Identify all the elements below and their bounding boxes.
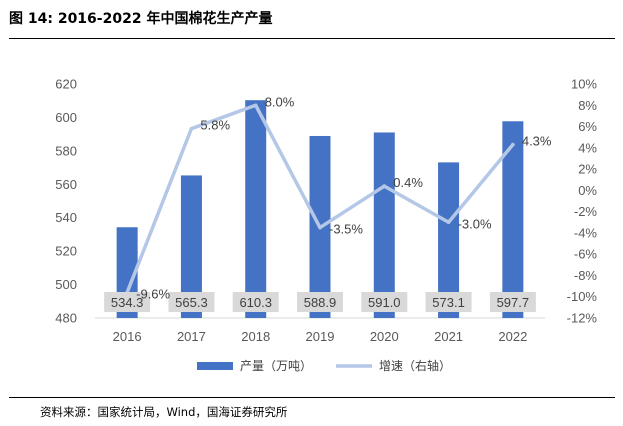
bar-value-label: 565.3 bbox=[175, 295, 208, 310]
growth-value-label: -3.0% bbox=[458, 216, 492, 231]
line-labels: -9.6% 5.8% 8.0% -3.5% 0.4% -3.0% 4.3% bbox=[136, 94, 552, 301]
y-right-axis: -12% -10% -8% -6% -4% -2% 0% 2% 4% 6% 8% 10% bbox=[567, 77, 598, 326]
growth-value-label: -9.6% bbox=[136, 286, 170, 301]
y-left-tick-label: 560 bbox=[55, 177, 77, 192]
bar-2021 bbox=[438, 162, 460, 318]
y-right-tick-label: -12% bbox=[567, 311, 598, 326]
y-right-tick-label: -10% bbox=[567, 289, 598, 304]
y-right-tick-label: -8% bbox=[574, 268, 598, 283]
growth-point-2022 bbox=[511, 142, 515, 147]
figure-title: 图 14: 2016-2022 年中国棉花生产产量 bbox=[9, 11, 273, 27]
growth-point-2017 bbox=[189, 126, 194, 131]
bar-label-box bbox=[489, 292, 536, 312]
y-right-tick-label: -4% bbox=[574, 225, 598, 240]
bar-label-box bbox=[425, 292, 472, 312]
x-tick-label: 2018 bbox=[241, 329, 270, 344]
bar-label-box bbox=[232, 292, 279, 312]
bar-2018 bbox=[245, 100, 267, 318]
growth-point-2020 bbox=[382, 184, 387, 188]
y-right-tick-label: 2% bbox=[578, 162, 597, 177]
y-left-tick-label: 540 bbox=[55, 210, 77, 225]
y-right-tick-label: 6% bbox=[578, 119, 597, 134]
bar-label-box bbox=[297, 292, 343, 312]
bar-value-label: 610.3 bbox=[239, 295, 272, 310]
growth-value-label: -3.5% bbox=[329, 222, 363, 237]
growth-point-2019 bbox=[318, 225, 322, 230]
bar-label-box bbox=[104, 292, 151, 312]
y-right-tick-label: -2% bbox=[574, 204, 598, 219]
growth-value-label: 5.8% bbox=[200, 118, 230, 133]
x-tick-label: 2019 bbox=[306, 329, 335, 344]
legend-swatch-bar bbox=[197, 362, 233, 370]
bar-2017 bbox=[180, 175, 202, 318]
y-right-tick-label: 4% bbox=[578, 140, 597, 155]
y-left-tick-label: 520 bbox=[55, 244, 77, 259]
growth-value-label: 8.0% bbox=[265, 94, 295, 109]
bar-label-box bbox=[168, 292, 215, 312]
growth-point-2021 bbox=[446, 220, 451, 225]
source-note: 资料来源：国家统计局，Wind，国海证券研究所 bbox=[40, 405, 288, 419]
bar-value-label: 534.3 bbox=[111, 295, 144, 310]
bar-value-label: 588.9 bbox=[304, 295, 337, 310]
growth-value-label: 4.3% bbox=[522, 134, 552, 149]
bar-value-label: 597.7 bbox=[497, 295, 530, 310]
bar-value-label: 573.1 bbox=[432, 295, 465, 310]
bar-series bbox=[116, 100, 524, 318]
bar-labels: 534.3 565.3 610.3 588.9 591.0 573.1 597.7 bbox=[104, 292, 536, 312]
x-tick-label: 2021 bbox=[434, 329, 463, 344]
y-right-tick-label: 8% bbox=[578, 98, 597, 113]
y-left-tick-label: 580 bbox=[55, 143, 77, 158]
bar-2022 bbox=[502, 121, 524, 318]
x-tick-label: 2020 bbox=[370, 329, 399, 344]
y-left-tick-label: 620 bbox=[55, 77, 77, 92]
y-right-tick-label: 10% bbox=[571, 77, 597, 92]
y-left-tick-label: 480 bbox=[55, 311, 77, 326]
growth-value-label: 0.4% bbox=[393, 175, 423, 190]
title-rule bbox=[9, 38, 615, 39]
legend-label-line: 增速（右轴） bbox=[379, 358, 451, 373]
y-left-axis: 480 500 520 540 560 580 600 620 bbox=[55, 77, 77, 326]
x-tick-label: 2022 bbox=[498, 329, 527, 344]
y-left-tick-label: 600 bbox=[55, 110, 77, 125]
y-right-tick-label: -6% bbox=[574, 247, 598, 262]
legend-label-bar: 产量（万吨） bbox=[240, 359, 312, 373]
x-tick-label: 2017 bbox=[177, 329, 206, 344]
x-tick-label: 2016 bbox=[113, 329, 142, 344]
bar-2020 bbox=[373, 132, 395, 318]
source-rule bbox=[9, 397, 615, 398]
y-left-tick-label: 500 bbox=[55, 277, 77, 292]
bar-label-box bbox=[361, 292, 408, 312]
growth-point-2018 bbox=[253, 103, 258, 108]
x-axis: 2016 2017 2018 2019 2020 2021 2022 bbox=[113, 329, 528, 344]
bar-value-label: 591.0 bbox=[368, 295, 401, 310]
legend: 产量（万吨） 增速（右轴） bbox=[197, 358, 451, 373]
y-right-tick-label: 0% bbox=[578, 183, 597, 198]
